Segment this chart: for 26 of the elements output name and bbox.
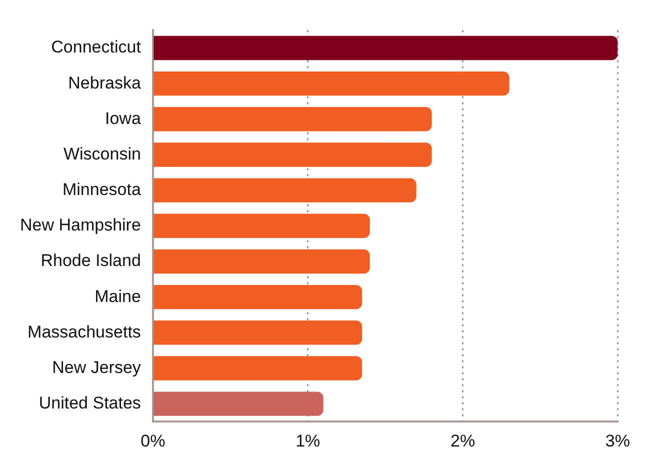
y-tick-label: Rhode Island	[40, 251, 141, 270]
bar	[154, 284, 362, 310]
y-tick-label: Minnesota	[62, 180, 142, 200]
x-tick-label: 3%	[605, 431, 630, 450]
y-tick-label: New Jersey	[52, 358, 142, 377]
y-tick-label: Wisconsin	[63, 144, 141, 164]
y-tick-label: Maine	[94, 286, 141, 306]
y-tick-label: Connecticut	[51, 38, 142, 57]
x-tick-label: 0%	[140, 431, 166, 450]
bar	[154, 356, 362, 380]
bar	[154, 71, 510, 96]
bar	[154, 392, 324, 416]
x-tick-label: 1%	[296, 431, 320, 450]
bar	[154, 142, 432, 167]
bar	[154, 36, 618, 60]
bar	[154, 214, 370, 238]
bar	[154, 107, 432, 132]
bar	[154, 320, 362, 345]
bar	[154, 178, 416, 202]
y-tick-label: Massachusetts	[28, 322, 141, 342]
y-tick-label: Iowa	[105, 108, 142, 128]
y-tick-label: Nebraska	[68, 73, 142, 92]
y-tick-label: New Hampshire	[20, 216, 141, 235]
x-tick-label: 2%	[450, 431, 476, 450]
bar	[154, 249, 370, 274]
y-tick-label: United States	[38, 393, 141, 412]
